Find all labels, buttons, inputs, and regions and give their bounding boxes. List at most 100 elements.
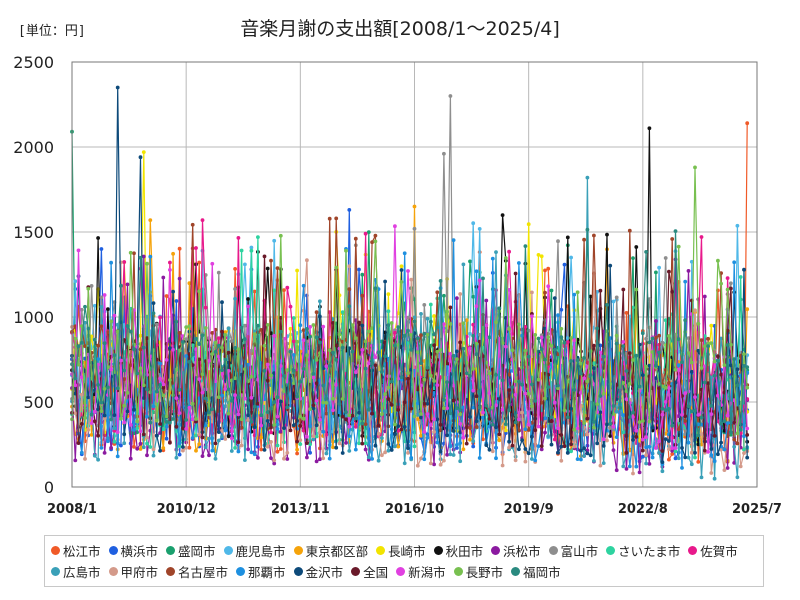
data-point [471, 444, 476, 449]
data-point [278, 233, 283, 238]
data-point [406, 446, 410, 450]
data-point [471, 334, 476, 338]
data-point [729, 430, 733, 434]
data-point [455, 357, 459, 362]
data-point [109, 446, 113, 450]
data-point [572, 444, 577, 449]
data-point [725, 343, 730, 347]
data-point [689, 462, 694, 467]
data-point [732, 357, 737, 361]
y-tick-label: 0 [44, 478, 54, 497]
data-point [200, 218, 205, 223]
data-point [513, 420, 518, 425]
data-point [308, 325, 312, 329]
data-point [386, 309, 391, 314]
data-point [569, 442, 573, 447]
data-point [366, 436, 371, 441]
data-point [572, 427, 577, 432]
data-point [161, 382, 166, 387]
data-point [611, 448, 616, 452]
data-point [318, 430, 322, 434]
data-point [654, 446, 658, 450]
data-point [275, 395, 280, 400]
data-point [353, 236, 358, 241]
data-point [174, 396, 179, 400]
data-point [719, 421, 723, 426]
data-point [386, 385, 391, 390]
data-point [115, 430, 120, 434]
data-point [164, 414, 169, 419]
data-point [79, 307, 84, 312]
data-point [461, 321, 466, 326]
legend-label: 長崎市 [388, 544, 426, 559]
data-point [125, 324, 130, 328]
data-point [327, 216, 332, 221]
data-point [314, 459, 319, 464]
data-point [477, 278, 482, 283]
data-point [96, 457, 100, 462]
data-point [693, 165, 697, 170]
data-point [585, 175, 590, 180]
data-point [745, 426, 750, 431]
legend-label: 東京都区部 [305, 544, 369, 559]
data-point [360, 441, 365, 446]
data-point [569, 449, 573, 454]
data-point [347, 413, 352, 418]
data-point [327, 364, 332, 368]
legend-label: 佐賀市 [700, 544, 738, 559]
data-point [168, 378, 172, 382]
data-point [158, 383, 163, 387]
data-point [510, 385, 515, 389]
data-point [122, 368, 127, 373]
data-point [194, 417, 198, 421]
data-point [738, 464, 743, 469]
data-point [285, 368, 290, 372]
data-point [425, 316, 430, 321]
data-point [494, 373, 498, 377]
data-point [386, 448, 391, 453]
data-point [709, 471, 714, 475]
data-point [386, 397, 391, 401]
data-point [220, 345, 224, 350]
data-point [621, 344, 626, 348]
data-point [138, 347, 143, 352]
data-point [614, 341, 619, 346]
data-point [520, 382, 524, 387]
data-point [725, 287, 730, 292]
data-point [177, 452, 182, 457]
data-point [265, 444, 270, 449]
data-point [223, 333, 228, 337]
data-point [184, 354, 189, 358]
data-point [181, 426, 185, 431]
data-point [119, 416, 123, 421]
data-point [220, 368, 224, 373]
data-point [530, 382, 534, 387]
data-point [383, 354, 387, 359]
data-point [357, 320, 361, 325]
data-point [112, 426, 117, 431]
data-point [158, 422, 163, 426]
data-point [611, 299, 616, 304]
y-tick-label: 2000 [13, 138, 54, 157]
data-point [526, 428, 531, 432]
data-point [99, 324, 104, 329]
data-point [373, 443, 378, 448]
data-point [353, 416, 358, 421]
data-point [712, 476, 717, 481]
data-point [298, 379, 303, 384]
data-point [141, 445, 146, 450]
data-point [621, 287, 626, 292]
data-point [627, 415, 632, 419]
data-point [265, 419, 270, 423]
legend-item: 広島市 [51, 561, 101, 582]
data-point [468, 426, 472, 430]
data-point [399, 280, 404, 284]
data-point [676, 456, 681, 461]
data-point [640, 373, 645, 377]
data-point [340, 451, 345, 455]
data-point [735, 441, 740, 446]
data-point [657, 350, 661, 355]
data-point [592, 233, 596, 238]
data-point [458, 340, 463, 345]
data-point [203, 305, 208, 310]
